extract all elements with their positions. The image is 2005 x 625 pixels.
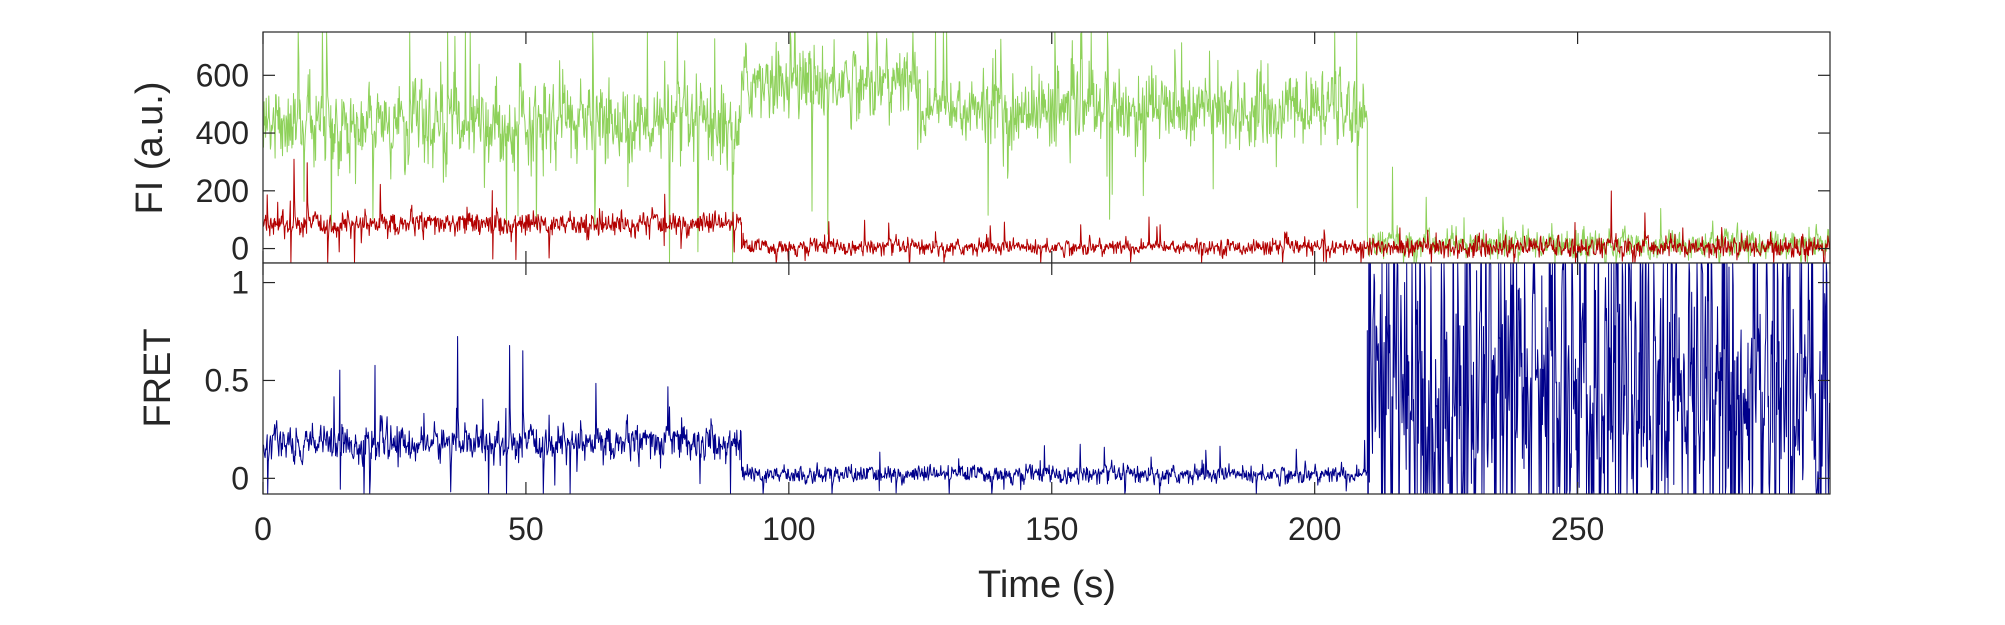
x-tick-label: 250 (1551, 511, 1604, 547)
fluorescence-plot-area (263, 32, 1830, 263)
x-tick-label: 0 (254, 511, 272, 547)
fluorescence-y-tick-label: 600 (196, 57, 249, 93)
fluorescence-series-group (262, 31, 1830, 264)
time-x-ticks: 0 50 100 150 200 250 (254, 32, 1604, 547)
fluorescence-series-line-donor (262, 31, 1830, 264)
fret-y-tick-label: 0.5 (205, 362, 249, 398)
fret-y-tick-label: 1 (231, 265, 249, 301)
fluorescence-y-ticks: 0 200 400 600 (196, 57, 1830, 267)
fret-y-axis-label: FRET (137, 328, 179, 427)
x-tick-label: 200 (1288, 511, 1341, 547)
fret-y-tick-label: 0 (231, 460, 249, 496)
fret-series-line-fret (262, 262, 1830, 495)
x-tick-label: 50 (508, 511, 544, 547)
fluorescence-y-tick-label: 0 (231, 231, 249, 267)
fluorescence-series-line-acceptor (262, 158, 1830, 264)
time-x-axis-label: Time (s) (978, 564, 1116, 606)
x-tick-label: 150 (1025, 511, 1078, 547)
fret-panel: 00.51 0 50 100 150 200 250 FRET Time (s) (137, 32, 1831, 606)
fluorescence-y-tick-label: 200 (196, 173, 249, 209)
fret-axes-box (262, 262, 1831, 495)
fluorescence-y-axis-label: FI (a.u.) (129, 81, 171, 214)
fluorescence-panel: 0 200 400 600 FI (a.u.) (129, 31, 1831, 267)
fret-y-ticks: 00.51 (205, 265, 1830, 496)
fret-series-group (262, 262, 1830, 495)
fluorescence-y-tick-label: 400 (196, 115, 249, 151)
x-tick-label: 100 (762, 511, 815, 547)
